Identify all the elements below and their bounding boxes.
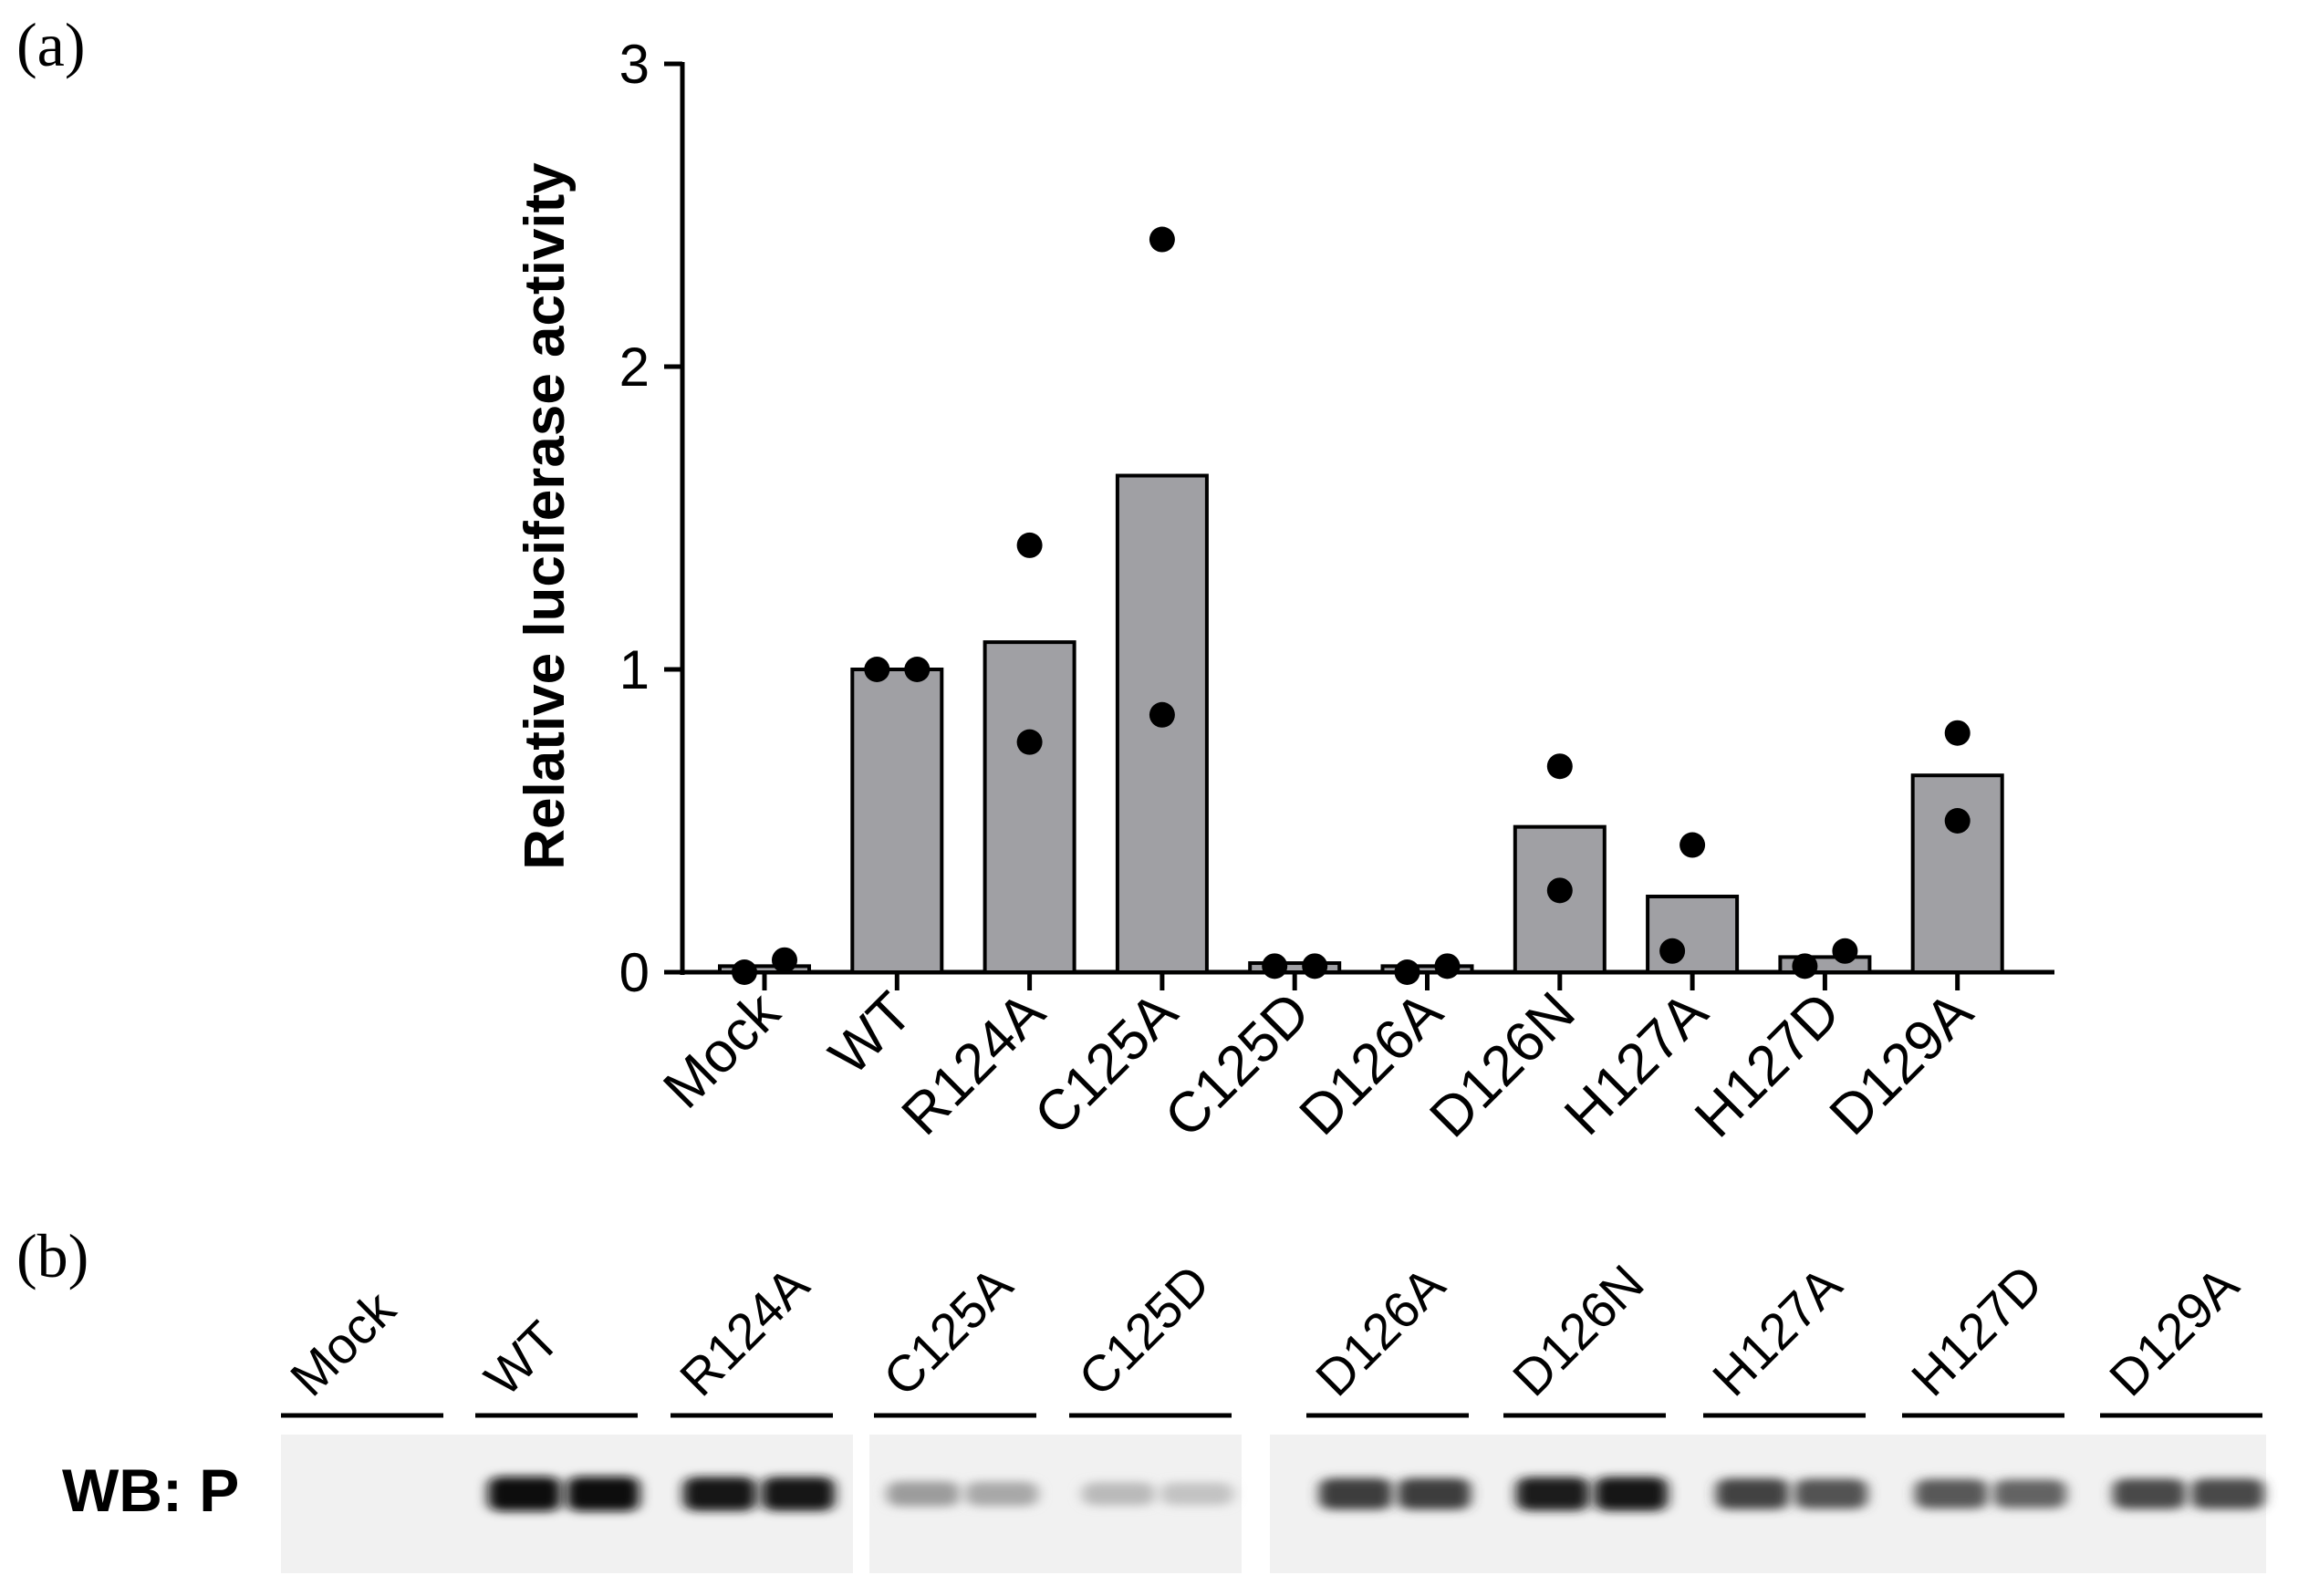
band-d126n <box>1516 1477 1589 1511</box>
band-r124a <box>683 1477 756 1511</box>
data-point-d129a <box>1944 720 1971 746</box>
lane-label: R124A <box>669 1255 820 1406</box>
data-point-d126n <box>1546 877 1573 904</box>
band-c125a <box>887 1481 960 1507</box>
bar-c125d <box>1248 961 1342 975</box>
data-point-c125d <box>1262 953 1288 979</box>
band-h127d <box>1993 1479 2066 1508</box>
data-point-mock <box>732 959 757 985</box>
category-label: D126N <box>1418 980 1586 1149</box>
data-point-d126a <box>1394 959 1420 985</box>
bar-h127a <box>1646 895 1740 974</box>
band-c125a <box>965 1481 1038 1507</box>
category-labels: Mock WTR124AC125AC125DD126AD126NH127AH127… <box>651 979 1985 1149</box>
category-label: C125A <box>1023 980 1190 1147</box>
data-point-c125d <box>1302 953 1328 979</box>
bar-mock <box>718 964 811 974</box>
data-point-h127d <box>1792 953 1818 979</box>
category-label: WT <box>817 980 924 1087</box>
band-d126n <box>1595 1477 1668 1511</box>
band-c125d <box>1082 1482 1155 1506</box>
category-label: H127D <box>1683 980 1852 1149</box>
bar-d129a <box>1910 773 2004 975</box>
band-h127a <box>1716 1478 1789 1509</box>
category-label: H127A <box>1553 980 1720 1147</box>
category-label: D126A <box>1288 980 1455 1147</box>
lane-label: Mock <box>279 1280 407 1407</box>
bar-r124a <box>983 640 1076 974</box>
category-label: Mock <box>651 979 792 1120</box>
lane-label: C125A <box>872 1255 1024 1406</box>
data-point-r124a <box>1016 532 1043 558</box>
data-points <box>732 226 1971 985</box>
data-point-d126a <box>1434 953 1461 979</box>
lane-label: D126N <box>1502 1254 1655 1407</box>
y-tick-label: 0 <box>619 942 650 1003</box>
band-h127a <box>1794 1478 1867 1509</box>
panel-b-label: (b) <box>16 1221 89 1290</box>
band-d129a <box>2113 1478 2186 1509</box>
lane-label: H127A <box>1701 1255 1853 1406</box>
lane-label: H127D <box>1900 1254 2054 1407</box>
data-point-d129a <box>1944 808 1971 834</box>
category-label: C125D <box>1153 980 1322 1149</box>
bar-d126a <box>1380 964 1474 974</box>
bands <box>488 1477 2264 1511</box>
band-d129a <box>2191 1478 2264 1509</box>
band-r124a <box>762 1477 835 1511</box>
band-d126a <box>1398 1477 1471 1510</box>
y-tick-label: 2 <box>619 337 650 398</box>
band-wt <box>488 1477 561 1511</box>
band-c125d <box>1160 1482 1233 1506</box>
data-point-h127d <box>1832 938 1858 964</box>
data-point-c125a <box>1149 226 1175 253</box>
lane-labels: Mock WT R124A C125A C125D D126A D126N H127A H127… <box>279 1254 2250 1407</box>
western-blot-label: WB: P <box>62 1456 240 1524</box>
data-point-h127a <box>1679 832 1706 858</box>
y-axis-label: Relative luciferase activity <box>514 162 577 870</box>
data-point-c125a <box>1149 701 1175 728</box>
y-tick-label: 1 <box>619 639 650 700</box>
y-axis: 0 1 2 3 <box>619 34 685 1003</box>
data-point-r124a <box>1016 729 1043 755</box>
bar-chart: Relative luciferase activity 0 1 2 3 Mock WT… <box>514 34 2054 1149</box>
y-tick-label: 3 <box>619 34 650 95</box>
data-point-h127a <box>1659 938 1686 964</box>
lane-label: D126A <box>1305 1255 1456 1406</box>
band-wt <box>567 1477 640 1511</box>
bar-wt <box>850 668 944 974</box>
data-point-d126n <box>1546 753 1573 780</box>
bars <box>718 473 2004 975</box>
band-d126a <box>1319 1477 1392 1510</box>
lane-label: WT <box>473 1310 570 1406</box>
category-label: D129A <box>1818 980 1985 1147</box>
lane-label: D129A <box>2098 1255 2250 1406</box>
data-point-wt <box>904 657 931 682</box>
data-point-wt <box>864 657 890 682</box>
data-point-mock <box>772 947 797 973</box>
panel-a-label: (a) <box>16 10 86 79</box>
lane-label: C125D <box>1067 1254 1221 1407</box>
western-blot: Mock WT R124A C125A C125D D126A D126N H127A H127… <box>279 1254 2266 1573</box>
band-h127d <box>1915 1478 1988 1509</box>
category-label: R124A <box>890 980 1057 1147</box>
